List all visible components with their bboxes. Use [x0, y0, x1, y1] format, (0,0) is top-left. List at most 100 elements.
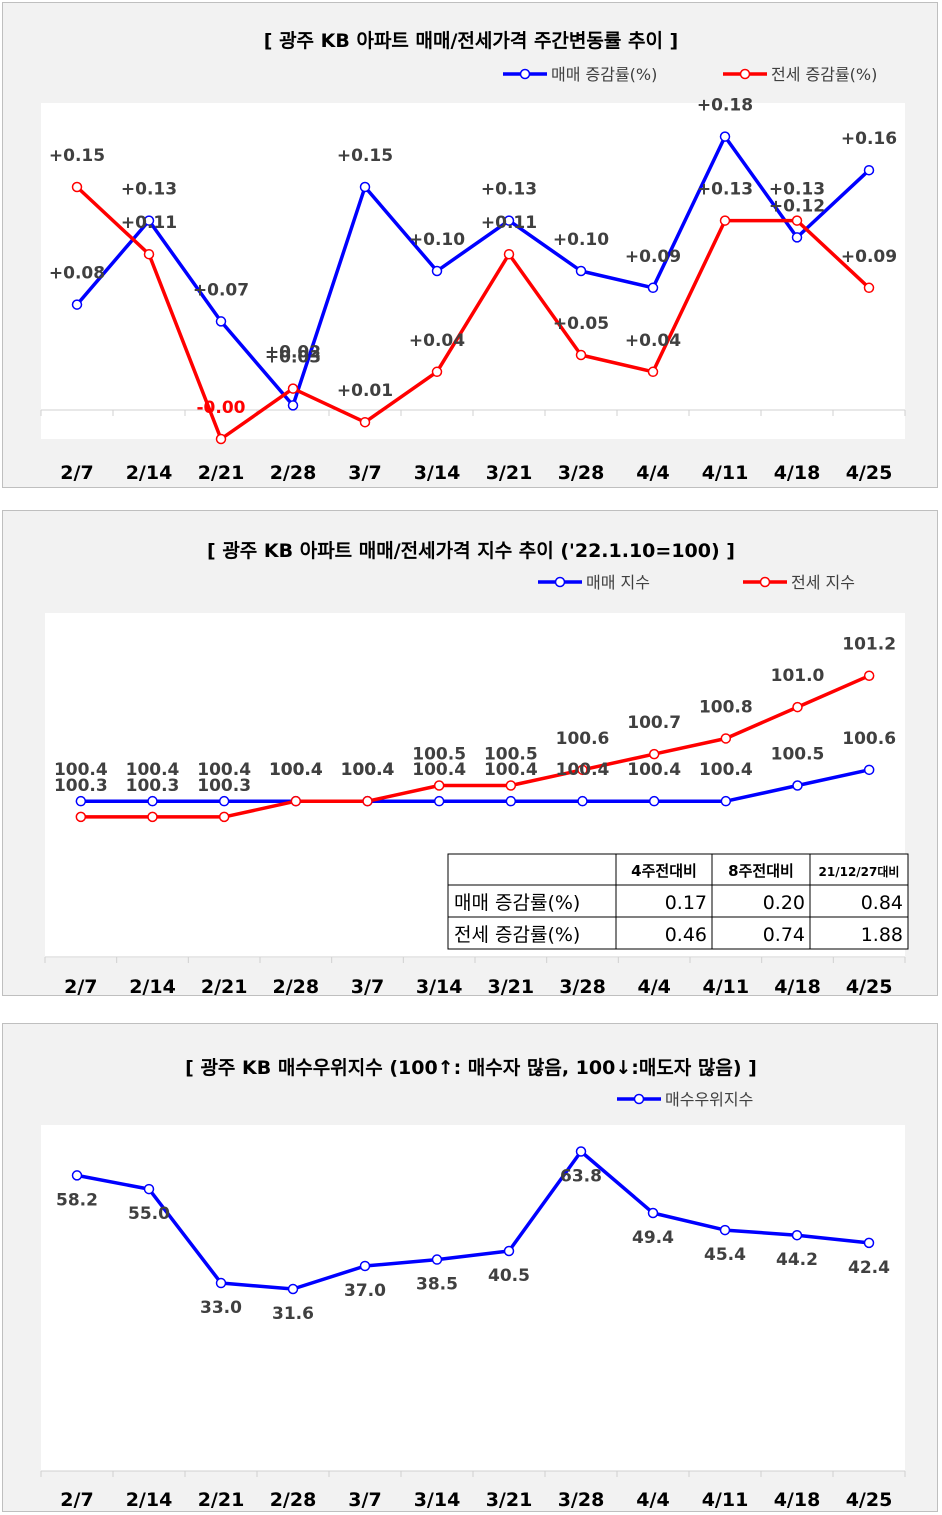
x-tick-label: 4/25	[846, 976, 893, 997]
series-line	[80, 674, 870, 819]
x-tick-label: 4/11	[702, 1489, 749, 1511]
data-point	[863, 764, 875, 776]
data-point	[71, 181, 83, 193]
data-label: 100.7	[627, 713, 681, 733]
x-tick-label: 3/7	[351, 976, 384, 997]
data-label: +0.01	[337, 381, 393, 401]
data-point	[287, 1283, 299, 1295]
table-header: 8주전대비	[728, 862, 794, 880]
x-tick-label: 2/14	[126, 1489, 173, 1511]
legend-entry: 매매 지수	[538, 573, 650, 592]
legend-label: 매매 증감률(%)	[551, 65, 657, 84]
data-point	[215, 316, 227, 327]
x-tick-label: 4/11	[702, 462, 749, 484]
table-cell: 1.88	[861, 924, 903, 946]
data-point	[362, 795, 373, 807]
data-point	[75, 811, 87, 823]
x-tick-label: 4/25	[846, 1489, 893, 1511]
x-tick-label: 3/21	[486, 462, 533, 484]
data-label: 38.5	[416, 1275, 458, 1295]
data-label: 100.4	[699, 760, 753, 780]
data-point	[575, 265, 587, 277]
data-label: 100.8	[699, 697, 753, 717]
series-line	[75, 134, 871, 408]
series-line	[76, 1149, 870, 1291]
data-label: +0.02	[265, 342, 321, 362]
x-tick-label: 4/18	[774, 1489, 821, 1511]
data-point	[719, 1224, 731, 1236]
x-tick-label: 4/18	[774, 976, 821, 997]
data-point	[503, 215, 515, 226]
data-label: 55.0	[128, 1204, 170, 1224]
x-tick-label: 2/21	[201, 976, 248, 997]
legend-entry: 매매 증감률(%)	[503, 65, 657, 84]
data-point	[431, 366, 443, 378]
data-point	[71, 299, 83, 310]
x-tick-label: 4/25	[846, 462, 893, 484]
legend-entry: 매수우위지수	[617, 1090, 753, 1109]
data-label: +0.13	[121, 180, 177, 200]
plot-area	[41, 103, 905, 439]
data-label: +0.03	[265, 348, 321, 368]
legend-marker	[739, 68, 751, 80]
data-label: 100.6	[842, 729, 896, 749]
data-point	[720, 795, 732, 807]
data-label: +0.18	[697, 96, 753, 116]
data-point	[71, 1170, 83, 1181]
x-tick-label: 3/21	[486, 1489, 533, 1511]
data-label: 100.4	[54, 760, 108, 780]
data-point	[503, 248, 515, 260]
data-label: +0.12	[769, 196, 825, 216]
x-tick-label: 3/14	[414, 462, 461, 484]
data-point	[719, 131, 731, 142]
data-label: +0.07	[193, 280, 249, 300]
data-label: +0.04	[409, 331, 465, 351]
x-tick-label: 3/28	[559, 976, 606, 997]
table-cell: 0.20	[763, 892, 805, 914]
data-point	[648, 795, 660, 807]
series-line	[80, 768, 870, 803]
data-label: +0.13	[697, 180, 753, 200]
weekly-change-chart-panel: [ 광주 KB 아파트 매매/전세가격 주간변동률 추이 ] 매매 증감률(%) 전…	[2, 2, 938, 488]
table-cell: 0.84	[861, 892, 903, 914]
x-tick-label: 2/7	[60, 462, 93, 484]
table-frame	[447, 853, 909, 950]
x-tick-label: 3/14	[416, 976, 463, 997]
x-tick-label: 4/11	[703, 976, 750, 997]
data-point	[287, 400, 299, 411]
x-tick-label: 4/4	[637, 976, 670, 997]
data-label: 100.5	[412, 745, 466, 765]
data-point	[215, 1277, 227, 1289]
legend-marker	[519, 68, 531, 80]
data-point	[433, 780, 445, 791]
data-label: -0.00	[197, 398, 246, 418]
data-point	[431, 265, 443, 277]
chart-title: [ 광주 KB 아파트 매매/전세가격 주간변동률 추이 ]	[264, 30, 678, 52]
data-label: 100.4	[197, 760, 251, 780]
data-label: 100.4	[126, 760, 180, 780]
data-label: +0.10	[409, 230, 465, 250]
data-label: +0.13	[481, 180, 537, 200]
data-label: 100.3	[54, 776, 108, 796]
legend-entry: 전세 증감률(%)	[723, 65, 877, 84]
data-label: +0.13	[769, 180, 825, 200]
x-tick-label: 3/28	[558, 1489, 605, 1511]
data-point	[287, 383, 299, 394]
x-tick-label: 3/28	[558, 462, 605, 484]
data-point	[143, 215, 155, 226]
x-tick-label: 2/21	[198, 1489, 245, 1511]
data-label: 37.0	[344, 1281, 386, 1301]
chart-svg-1: [ 광주 KB 아파트 매매/전세가격 주간변동률 추이 ] 매매 증감률(%) 전…	[40, 30, 906, 484]
data-point	[147, 811, 158, 823]
data-label: +0.16	[841, 129, 897, 149]
data-point	[577, 764, 588, 776]
legend-marker	[759, 576, 771, 588]
chart-svg-3: [ 광주 KB 매수우위지수 (100↑: 매수자 많음, 100↓:매도자 많…	[40, 1057, 906, 1511]
data-label: 49.4	[632, 1228, 674, 1248]
data-point	[720, 733, 732, 744]
table-cell: 0.74	[763, 924, 805, 946]
data-point	[647, 282, 659, 294]
data-label: +0.15	[49, 146, 105, 166]
data-point	[290, 795, 302, 807]
